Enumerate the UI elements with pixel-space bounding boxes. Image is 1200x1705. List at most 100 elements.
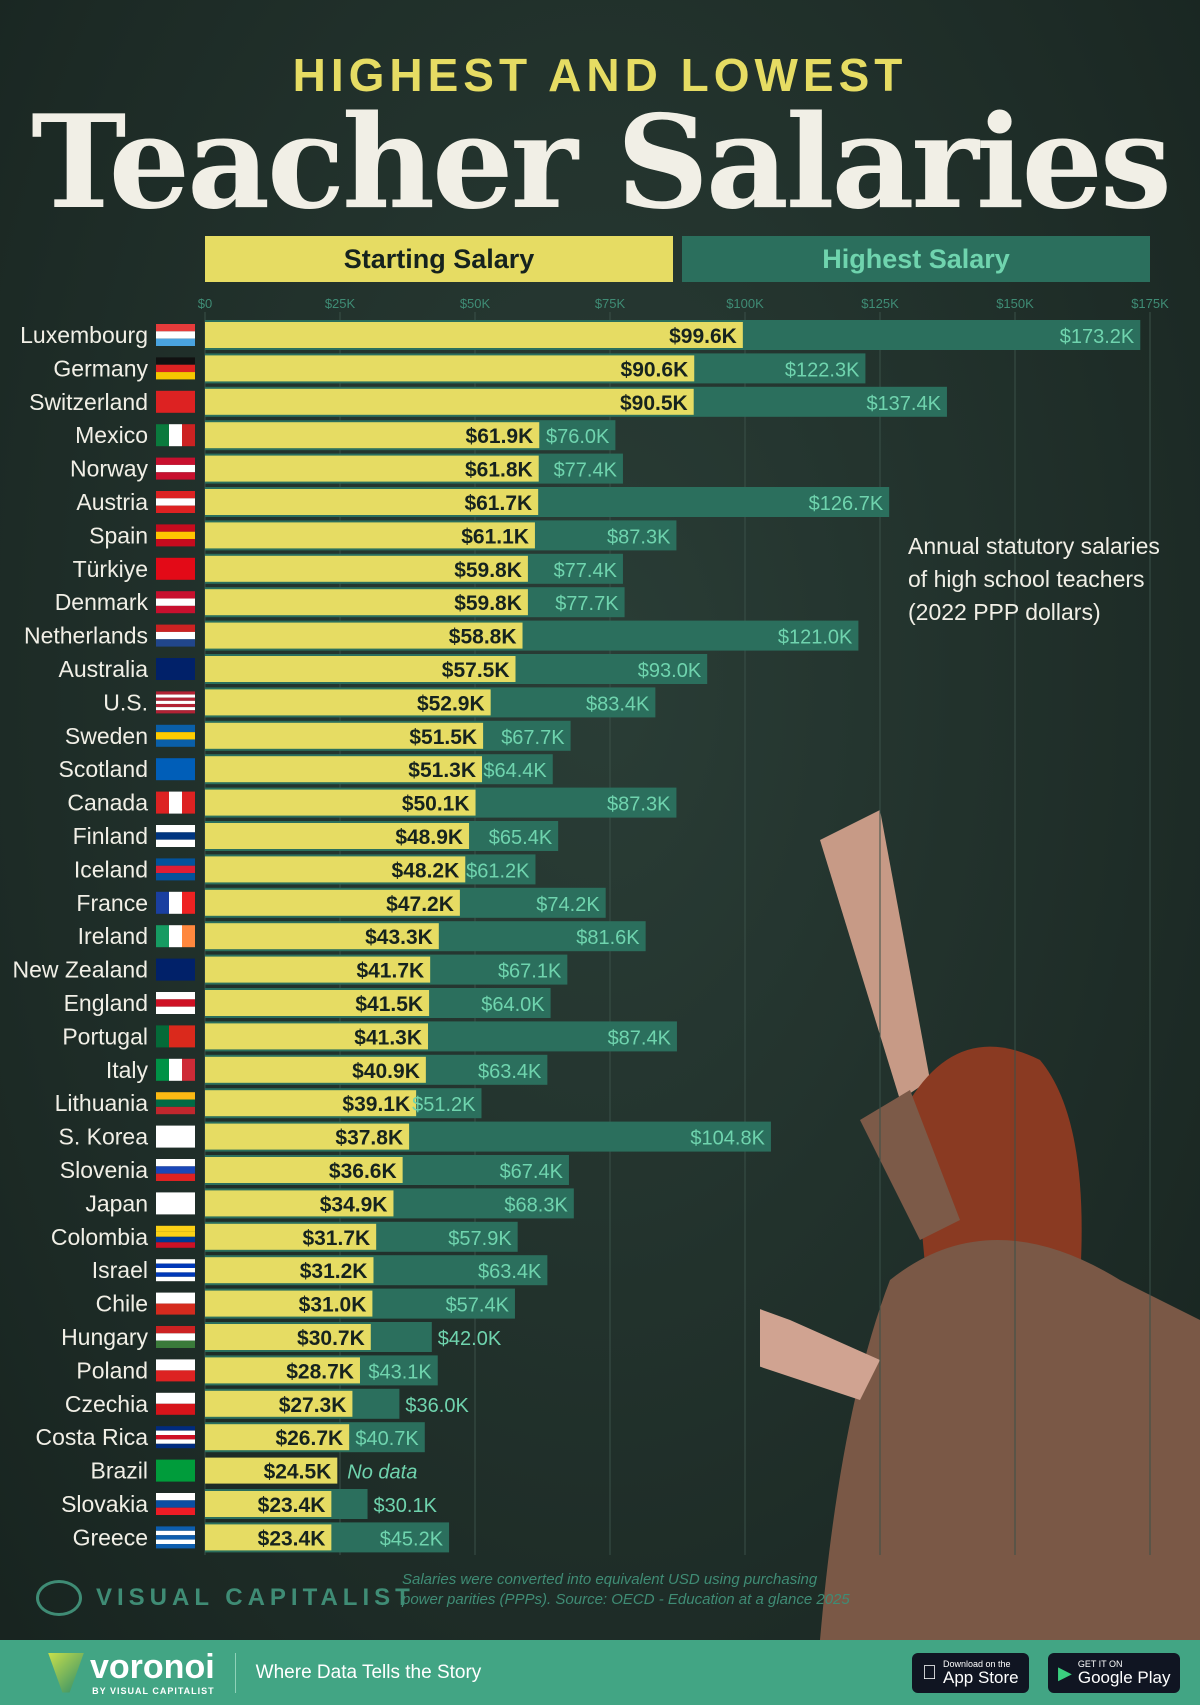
starting-salary-bar — [205, 622, 523, 649]
highest-salary-label: $137.4K — [866, 393, 941, 415]
starting-salary-bar — [205, 1257, 374, 1284]
app-store-pre-label: Download on the — [928, 1659, 1011, 1669]
starting-salary-bar — [205, 1190, 394, 1217]
country-label: France — [76, 890, 148, 916]
country-label: S. Korea — [59, 1124, 149, 1150]
country-label: Spain — [89, 522, 148, 548]
highest-salary-label: $63.4K — [478, 1061, 542, 1083]
x-tick-label: $175K — [1131, 296, 1169, 311]
flag-icon — [156, 531, 195, 540]
country-label: Sweden — [65, 723, 148, 749]
flag-icon — [156, 1459, 195, 1482]
starting-salary-label: $37.8K — [335, 1127, 403, 1150]
x-tick-label: $100K — [726, 296, 764, 311]
starting-salary-bar — [205, 1290, 373, 1317]
flag-icon — [156, 505, 195, 513]
starting-salary-bar — [205, 1424, 350, 1451]
country-label: Slovenia — [60, 1157, 148, 1183]
starting-salary-label: $24.5K — [264, 1461, 332, 1484]
flag-icon — [156, 1326, 195, 1334]
tagline: Where Data Tells the Story — [255, 1661, 482, 1683]
starting-salary-bar — [205, 1157, 403, 1183]
flag-icon — [156, 1125, 195, 1148]
flag-icon — [156, 472, 195, 480]
flag-icon — [156, 1092, 195, 1100]
country-label: Norway — [70, 456, 148, 482]
starting-salary-bar — [205, 823, 470, 849]
highest-salary-label: $77.4K — [554, 460, 618, 482]
starting-salary-bar — [205, 1223, 377, 1250]
flag-icon — [156, 832, 195, 840]
highest-salary-label: $76.0K — [546, 426, 610, 448]
country-label: Iceland — [74, 856, 148, 882]
flag-icon — [156, 1392, 195, 1404]
starting-salary-label: $61.1K — [461, 525, 529, 548]
flag-icon — [156, 1370, 195, 1382]
starting-salary-label: $61.7K — [464, 492, 532, 515]
starting-salary-label: $59.8K — [454, 592, 522, 615]
highest-salary-label: $36.0K — [405, 1395, 469, 1417]
highest-salary-label: $57.9K — [448, 1228, 512, 1250]
flag-icon — [156, 891, 169, 914]
country-label: Slovakia — [61, 1491, 148, 1517]
starting-salary-bar — [205, 1123, 410, 1150]
starting-salary-label: $41.5K — [355, 993, 423, 1016]
country-label: Italy — [106, 1057, 149, 1083]
starting-salary-label: $61.8K — [465, 459, 533, 482]
starting-salary-label: $47.2K — [386, 893, 454, 916]
flag-icon — [156, 324, 195, 332]
country-label: Chile — [96, 1291, 148, 1317]
country-label: Canada — [67, 790, 148, 816]
starting-salary-bar — [205, 522, 535, 549]
starting-salary-bar — [205, 990, 430, 1016]
flag-icon — [169, 1058, 182, 1081]
country-label: Luxembourg — [20, 322, 148, 348]
highest-salary-label: $67.1K — [498, 961, 562, 983]
flag-icon — [169, 891, 182, 914]
starting-salary-bar — [205, 589, 528, 616]
starting-salary-bar — [205, 1090, 417, 1117]
legend-starting: Starting Salary — [205, 236, 673, 282]
voronoi-logo[interactable]: voronoi BY VISUAL CAPITALIST — [48, 1650, 215, 1696]
flag-icon — [156, 498, 195, 506]
flag-icon — [156, 1173, 195, 1181]
flag-icon — [156, 999, 195, 1007]
app-store-label: App Store — [928, 1668, 1019, 1687]
starting-salary-label: $28.7K — [286, 1360, 354, 1383]
starting-salary-label: $48.2K — [392, 859, 460, 882]
starting-salary-label: $39.1K — [342, 1093, 410, 1116]
note-line: of high school teachers — [908, 566, 1145, 592]
starting-salary-bar — [205, 789, 476, 816]
highest-salary-label: $67.4K — [500, 1161, 564, 1183]
flag-icon — [156, 658, 195, 680]
google-play-button[interactable]: ▶ GET IT ON Google Play — [1048, 1653, 1181, 1693]
app-store-button[interactable]:  Download on the App Store — [912, 1653, 1029, 1693]
starting-salary-label: $59.8K — [454, 559, 522, 582]
flag-icon — [156, 1340, 195, 1348]
starting-salary-bar — [205, 656, 516, 682]
starting-salary-bar — [205, 1056, 426, 1083]
country-label: Germany — [53, 355, 148, 381]
no-data-label: No data — [347, 1462, 417, 1484]
chart-note: Annual statutory salaries of high school… — [908, 530, 1160, 629]
highest-salary-label: $83.4K — [586, 693, 650, 715]
starting-salary-bar — [205, 489, 539, 515]
flag-icon — [156, 1242, 195, 1248]
starting-salary-label: $34.9K — [320, 1193, 388, 1216]
bar-chart: $0 $25K $50K $75K $100K $125K $150K $175K $99.6K… — [12, 296, 1169, 1555]
flag-icon — [156, 1236, 195, 1243]
flag-icon — [156, 1507, 195, 1515]
country-label: Mexico — [75, 422, 148, 448]
starting-salary-bar — [205, 1457, 338, 1484]
flag-icon — [156, 732, 195, 740]
highest-salary-label: $61.2K — [466, 860, 530, 882]
flag-icon — [156, 639, 195, 647]
country-label: Ireland — [78, 923, 148, 949]
flag-icon — [156, 591, 195, 599]
flag-icon — [156, 1272, 195, 1277]
flag-icon — [156, 758, 195, 781]
country-label: Poland — [76, 1357, 148, 1383]
flag-icon — [156, 424, 169, 447]
flag-icon — [156, 1539, 195, 1544]
country-label: Lithuania — [55, 1090, 149, 1116]
